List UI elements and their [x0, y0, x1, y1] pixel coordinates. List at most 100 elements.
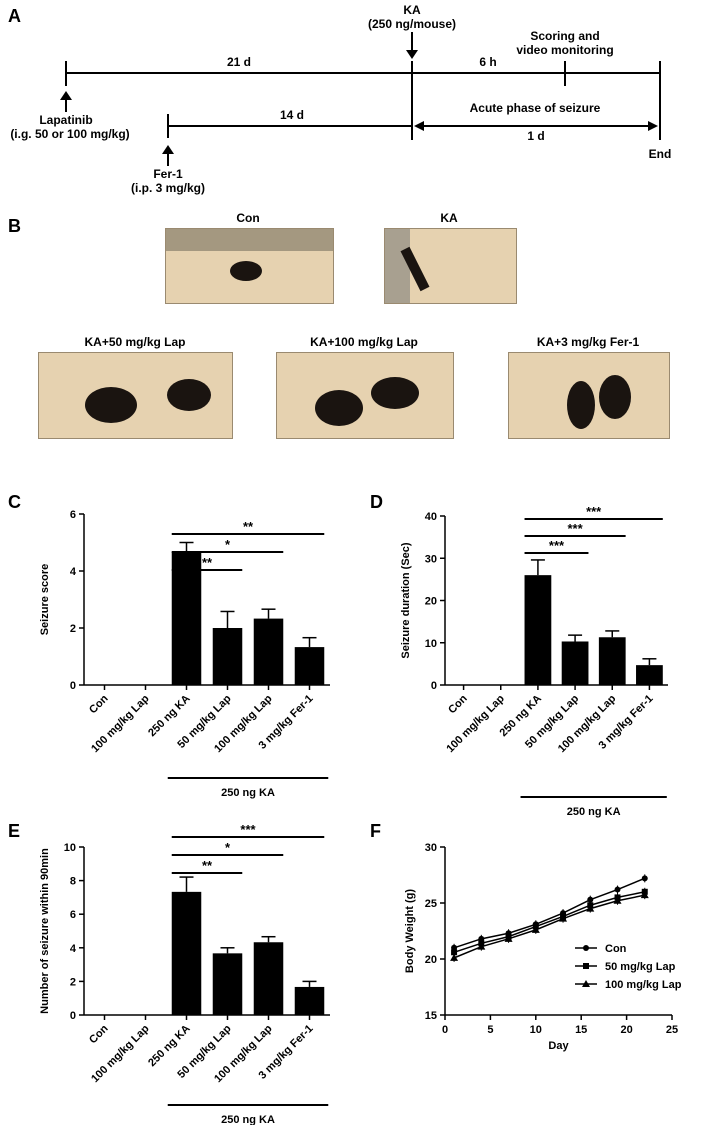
x-axis-label: Day — [548, 1040, 569, 1052]
lapatinib-label: Lapatinib — [39, 113, 92, 127]
legend-label: 100 mg/kg Lap — [605, 979, 682, 991]
y-tick-label: 20 — [425, 954, 437, 966]
y-tick-label: 8 — [70, 876, 76, 888]
marker-triangle — [582, 980, 590, 987]
bar — [294, 986, 325, 1015]
y-tick-label: 20 — [425, 596, 437, 608]
bar — [636, 665, 663, 685]
bar — [253, 618, 284, 685]
significance-label: *** — [567, 521, 583, 536]
x-tick-label: Con — [87, 1022, 111, 1046]
y-tick-label: 0 — [70, 1010, 76, 1022]
bar — [171, 891, 202, 1015]
x-tick-label: Con — [87, 692, 111, 716]
ka-label: KA — [403, 3, 421, 17]
significance-label: * — [225, 840, 231, 855]
significance-label: *** — [549, 538, 565, 553]
y-tick-label: 30 — [425, 553, 437, 565]
mouse-icon — [166, 229, 333, 303]
x-tick-label: 5 — [487, 1024, 493, 1036]
group-label: 250 ng KA — [221, 787, 275, 799]
panel-b: B Con KA KA+50 mg/kg Lap KA+100 mg/kg La… — [8, 211, 640, 349]
y-tick-label: 6 — [70, 509, 76, 521]
photo-label-ka: KA — [440, 211, 458, 225]
arrow-up-icon — [162, 145, 174, 154]
y-tick-label: 10 — [64, 842, 76, 854]
x-tick-label: 10 — [530, 1024, 542, 1036]
marker-circle — [587, 896, 594, 903]
scoring-label: Scoring and — [530, 29, 599, 43]
significance-label: ** — [202, 555, 213, 570]
photo-label-ka-fer1: KA+3 mg/kg Fer-1 — [537, 335, 640, 349]
marker-triangle — [586, 904, 595, 912]
series-line — [453, 877, 646, 949]
mouse-icon — [385, 229, 516, 303]
bar — [561, 641, 589, 685]
fer1-label: Fer-1 — [153, 167, 183, 181]
acute-phase-label: Acute phase of seizure — [470, 101, 601, 115]
y-axis-label: Number of seizure within 90min — [39, 848, 51, 1014]
legend-label: Con — [605, 943, 627, 955]
photo-label-con: Con — [236, 211, 259, 225]
marker-triangle — [640, 891, 649, 899]
scoring-label-2: video monitoring — [516, 43, 613, 57]
bar — [253, 942, 284, 1015]
bar — [524, 575, 552, 685]
x-tick-label: 15 — [575, 1024, 587, 1036]
panel-letter-e: E — [8, 821, 20, 841]
arrow-down-icon — [406, 50, 418, 59]
photo-ka-100-lap — [276, 352, 454, 439]
marker-circle — [641, 875, 648, 882]
bar — [171, 551, 202, 685]
chart-body-weight: 15 20 25 30 0 5 10 15 20 25 Body Weight (g) Day Con 5… — [404, 842, 682, 1052]
marker-square — [451, 949, 458, 956]
y-tick-label: 25 — [425, 898, 437, 910]
y-axis-label: Seizure duration (Sec) — [400, 542, 412, 658]
photo-label-ka-50-lap: KA+50 mg/kg Lap — [84, 335, 185, 349]
significance-label: ** — [243, 519, 254, 534]
photo-label-ka-100-lap: KA+100 mg/kg Lap — [310, 335, 418, 349]
bar — [294, 647, 325, 685]
y-tick-label: 10 — [425, 638, 437, 650]
marker-triangle — [531, 925, 540, 933]
x-tick-label: 25 — [666, 1024, 678, 1036]
arrow-up-icon — [60, 91, 72, 100]
panel-letter-a: A — [8, 6, 21, 26]
duration-14d: 14 d — [280, 108, 304, 122]
y-tick-label: 4 — [70, 943, 77, 955]
y-axis-label: Body Weight (g) — [404, 889, 416, 973]
marker-triangle — [559, 914, 568, 922]
arrow-left-icon — [414, 121, 424, 131]
panel-letter-b: B — [8, 216, 21, 236]
y-tick-label: 0 — [70, 680, 76, 692]
panel-letter-d: D — [370, 492, 383, 512]
chart-seizure-number: 0 2 4 6 8 10 Number of seizure within 90min Con… — [39, 822, 330, 1125]
significance-label: *** — [240, 822, 256, 837]
y-tick-label: 30 — [425, 842, 437, 854]
group-label: 250 ng KA — [221, 1114, 275, 1125]
y-tick-label: 15 — [425, 1010, 437, 1022]
legend-label: 50 mg/kg Lap — [605, 961, 676, 973]
y-axis-label: Seizure score — [39, 564, 51, 636]
mouse-icon — [39, 353, 232, 438]
marker-circle — [614, 886, 621, 893]
significance-label: * — [225, 537, 231, 552]
duration-6h: 6 h — [479, 55, 496, 69]
marker-triangle — [450, 953, 459, 961]
marker-triangle — [477, 942, 486, 950]
x-tick-label: 20 — [620, 1024, 632, 1036]
significance-label: ** — [202, 858, 213, 873]
mouse-icon — [277, 353, 453, 438]
marker-triangle — [613, 896, 622, 904]
bar — [212, 628, 243, 685]
duration-1d: 1 d — [527, 129, 544, 143]
x-tick-label: 0 — [442, 1024, 448, 1036]
marker-circle — [583, 945, 589, 951]
arrow-right-icon — [648, 121, 658, 131]
mouse-icon — [509, 353, 669, 438]
ka-dose-label: (250 ng/mouse) — [368, 17, 456, 31]
y-tick-label: 4 — [70, 566, 77, 578]
